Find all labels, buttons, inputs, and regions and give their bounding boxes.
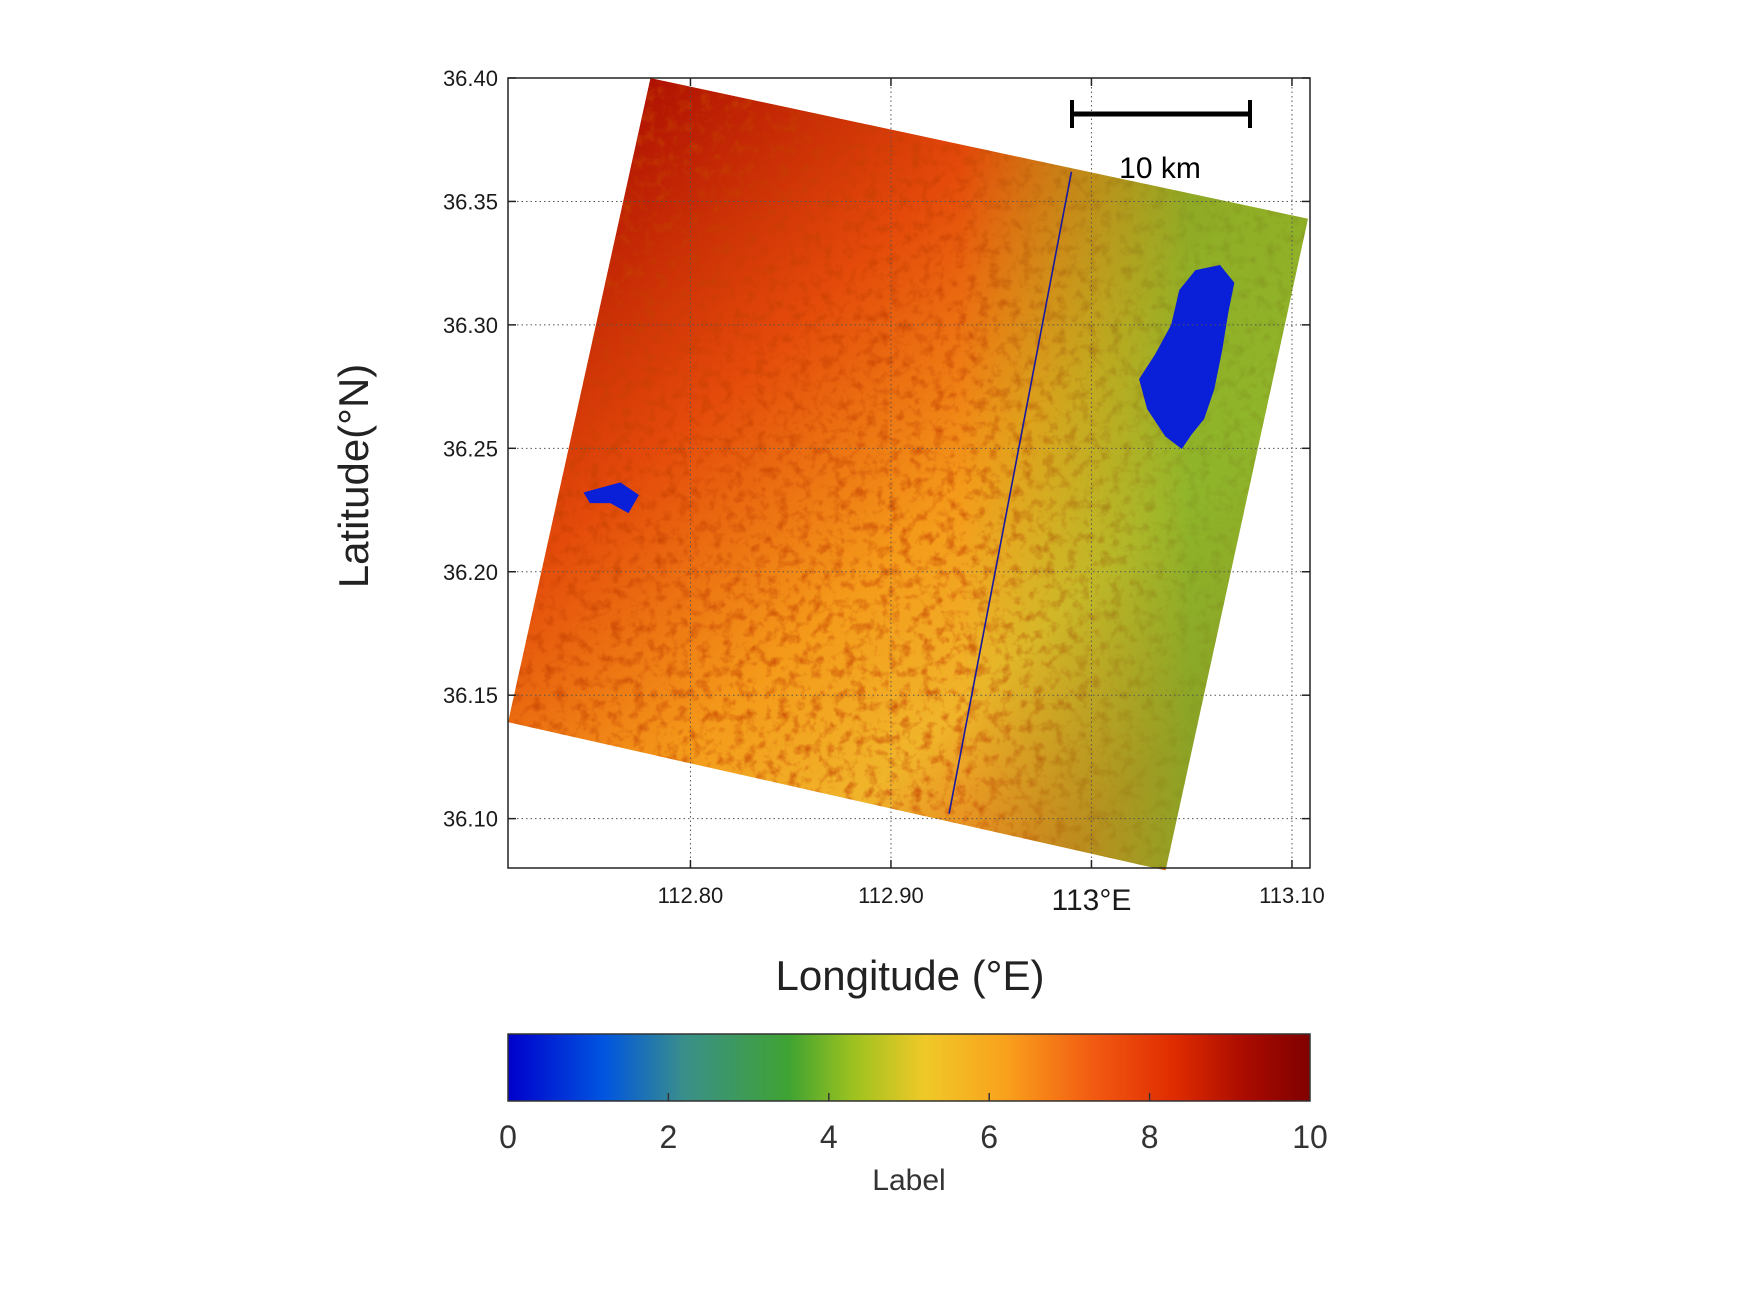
colorbar-gradient	[507, 1033, 1311, 1102]
axes-box	[507, 77, 1311, 869]
y-tick-label-3: 36.25	[443, 436, 498, 461]
x-tick-label-0: 112.80	[658, 883, 724, 908]
scale-bar: 10 km	[1070, 100, 1252, 185]
x-tick-label-1: 112.90	[858, 883, 924, 908]
y-tick-label-4: 36.30	[443, 313, 498, 338]
water-bodies	[583, 265, 1235, 514]
colorbar-tick-label-0: 0	[499, 1119, 517, 1155]
colorbar-tick-label-3: 6	[980, 1119, 998, 1155]
scale-bar-label: 10 km	[1119, 152, 1201, 185]
x-axis-label: Longitude (°E)	[776, 952, 1045, 999]
y-tick-label-2: 36.20	[443, 560, 498, 585]
scene-vegetation-tint	[508, 78, 1308, 868]
colorbar-ticks	[667, 1093, 1151, 1101]
y-tick-label-5: 36.35	[443, 189, 498, 214]
colorbar-tick-labels: 0 2 4 6 8 10	[499, 1119, 1328, 1155]
x-tick-label-3: 113.10	[1259, 883, 1325, 908]
axis-ticks	[508, 77, 1310, 868]
y-tick-label-0: 36.10	[443, 807, 498, 832]
scene-raster	[508, 78, 1308, 871]
colorbar-tick-label-1: 2	[660, 1119, 678, 1155]
colorbar-tick-label-4: 8	[1141, 1119, 1159, 1155]
colorbar: 0 2 4 6 8 10 Label	[499, 1033, 1328, 1197]
axis-tick-labels: 112.80 112.90 113°E 113.10 36.10 36.15 36.20 36…	[443, 66, 1325, 917]
y-tick-label-1: 36.15	[443, 683, 498, 708]
colorbar-tick-label-2: 4	[820, 1119, 838, 1155]
y-axis-label: Latitude(°N)	[330, 364, 377, 589]
transect-line	[948, 171, 1073, 814]
x-tick-label-2: 113°E	[1052, 884, 1132, 917]
y-tick-label-6: 36.40	[443, 66, 498, 91]
water-body-1	[583, 482, 639, 514]
water-body-0	[1139, 265, 1235, 450]
colorbar-label: Label	[872, 1164, 945, 1197]
colorbar-tick-label-5: 10	[1292, 1119, 1328, 1155]
